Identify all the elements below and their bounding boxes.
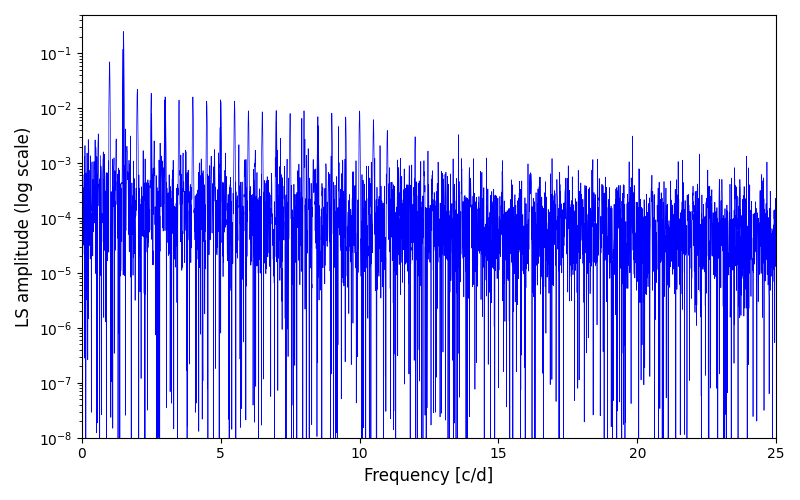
- Y-axis label: LS amplitude (log scale): LS amplitude (log scale): [15, 126, 33, 326]
- X-axis label: Frequency [c/d]: Frequency [c/d]: [364, 467, 494, 485]
